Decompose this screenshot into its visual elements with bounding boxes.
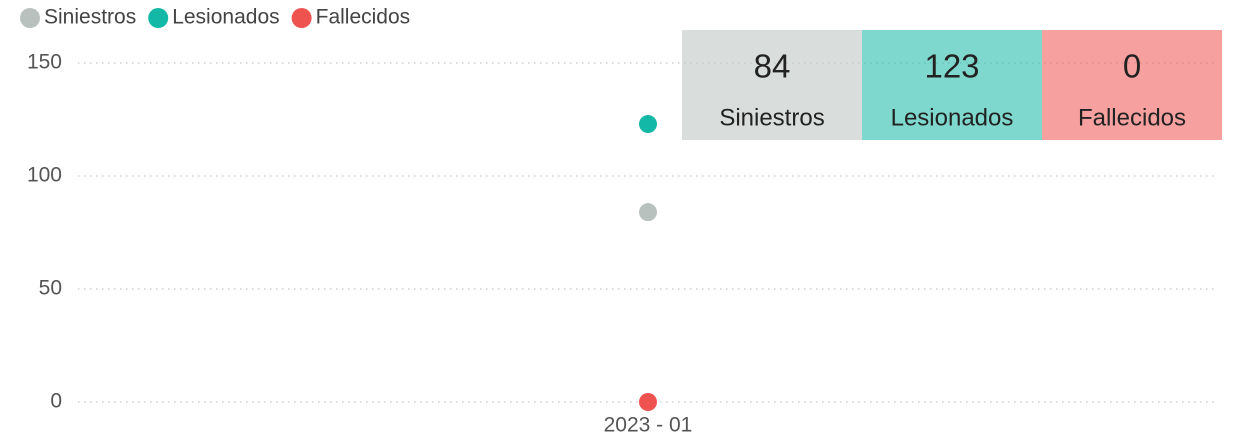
y-tick-label: 100 <box>27 164 62 187</box>
kpi-card <box>1042 30 1222 140</box>
legend-marker <box>20 8 40 28</box>
legend-label: Siniestros <box>44 6 136 29</box>
legend-marker <box>291 8 312 28</box>
kpi-card <box>862 30 1042 140</box>
kpi-label: Fallecidos <box>1078 104 1186 131</box>
y-tick-label: 0 <box>50 390 62 413</box>
y-tick-label: 150 <box>27 51 62 74</box>
x-tick-label: 2023 - 01 <box>604 414 693 437</box>
kpi-label: Lesionados <box>891 104 1014 131</box>
y-tick-label: 50 <box>39 277 62 300</box>
kpi-value: 84 <box>754 48 791 85</box>
point <box>639 203 657 222</box>
kpi-label: Siniestros <box>719 104 824 131</box>
kpi-card <box>682 30 862 140</box>
legend-label: Lesionados <box>172 6 279 29</box>
legend-label: Fallecidos <box>316 6 411 29</box>
point <box>639 393 657 411</box>
legend-marker <box>148 8 169 28</box>
kpi-value: 0 <box>1123 48 1141 85</box>
point <box>639 115 657 134</box>
kpi-value: 123 <box>924 48 979 85</box>
